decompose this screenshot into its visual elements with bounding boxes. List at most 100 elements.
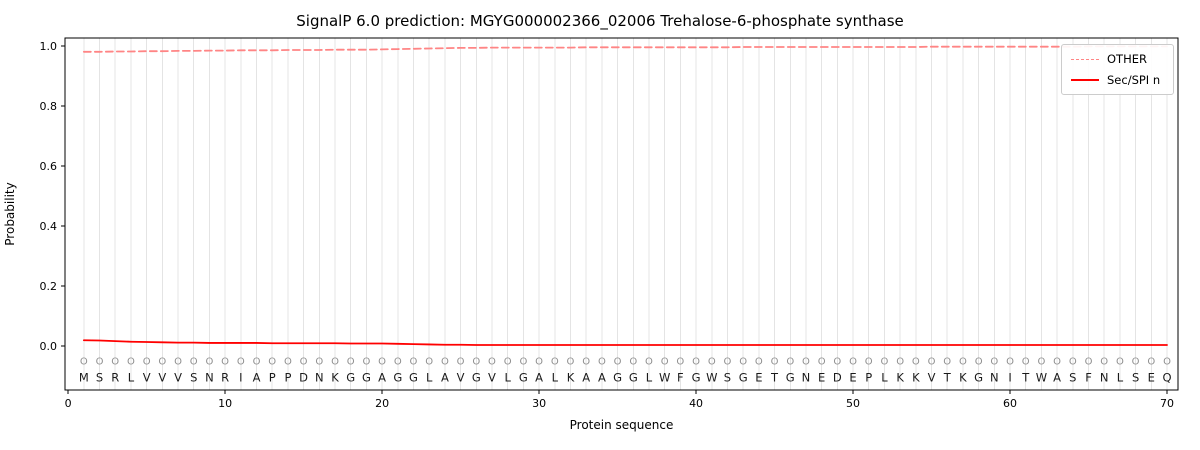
svg-text:N: N	[1100, 370, 1109, 384]
svg-text:K: K	[959, 370, 967, 384]
svg-text:T: T	[770, 370, 779, 384]
svg-text:N: N	[315, 370, 324, 384]
svg-text:G: G	[393, 370, 402, 384]
svg-text:O: O	[975, 356, 983, 367]
svg-text:O: O	[1037, 356, 1045, 367]
svg-text:O: O	[315, 356, 323, 367]
svg-text:G: G	[613, 370, 622, 384]
svg-text:N: N	[205, 370, 214, 384]
svg-text:O: O	[221, 356, 229, 367]
svg-text:0.8: 0.8	[40, 100, 58, 113]
svg-text:E: E	[1148, 370, 1155, 384]
series-sec-spi-line	[82, 339, 1168, 346]
svg-text:A: A	[253, 370, 261, 384]
legend-item-sec-spi: Sec/SPI n	[1071, 73, 1163, 87]
svg-text:S: S	[1069, 370, 1076, 384]
svg-text:P: P	[865, 370, 872, 384]
svg-text:S: S	[190, 370, 197, 384]
svg-text:T: T	[1021, 370, 1030, 384]
svg-text:G: G	[346, 370, 355, 384]
svg-text:K: K	[912, 370, 920, 384]
svg-text:O: O	[551, 356, 559, 367]
svg-text:A: A	[441, 370, 449, 384]
y-axis-label: Probability	[3, 182, 17, 246]
svg-text:O: O	[1100, 356, 1108, 367]
series-other-line	[82, 45, 1168, 53]
svg-text:V: V	[158, 370, 166, 384]
svg-text:V: V	[143, 370, 151, 384]
svg-text:V: V	[174, 370, 182, 384]
svg-text:K: K	[331, 370, 339, 384]
svg-text:O: O	[1163, 356, 1171, 367]
svg-text:D: D	[299, 370, 308, 384]
svg-text:O: O	[1085, 356, 1093, 367]
svg-text:W: W	[659, 370, 670, 384]
svg-text:O: O	[755, 356, 763, 367]
svg-text:O: O	[818, 356, 826, 367]
svg-text:20: 20	[375, 397, 389, 410]
svg-text:O: O	[692, 356, 700, 367]
svg-text:O: O	[425, 356, 433, 367]
svg-text:A: A	[535, 370, 543, 384]
svg-text:G: G	[739, 370, 748, 384]
svg-text:O: O	[519, 356, 527, 367]
svg-text:L: L	[128, 370, 135, 384]
svg-text:O: O	[990, 356, 998, 367]
svg-text:A: A	[598, 370, 606, 384]
svg-text:R: R	[111, 370, 119, 384]
svg-text:O: O	[724, 356, 732, 367]
svg-text:I: I	[1008, 370, 1011, 384]
plot-frame	[64, 37, 1179, 391]
svg-text:S: S	[724, 370, 731, 384]
svg-text:O: O	[849, 356, 857, 367]
svg-text:V: V	[488, 370, 496, 384]
svg-text:O: O	[802, 356, 810, 367]
svg-text:I: I	[239, 370, 242, 384]
svg-text:W: W	[1036, 370, 1047, 384]
svg-text:O: O	[567, 356, 575, 367]
svg-text:O: O	[629, 356, 637, 367]
svg-text:O: O	[771, 356, 779, 367]
sec-spi-line-sample-icon	[1071, 79, 1099, 81]
x-axis-ticks: 0 10 20 30 40 50 60 70	[65, 390, 1174, 410]
svg-text:L: L	[646, 370, 653, 384]
svg-text:Q: Q	[1162, 370, 1171, 384]
svg-text:O: O	[472, 356, 480, 367]
x-axis-label: Protein sequence	[569, 418, 674, 432]
svg-text:O: O	[614, 356, 622, 367]
svg-text:O: O	[80, 356, 88, 367]
svg-text:0.0: 0.0	[40, 340, 58, 353]
legend-label-sec-spi: Sec/SPI n	[1107, 73, 1161, 87]
svg-text:O: O	[896, 356, 904, 367]
svg-text:30: 30	[532, 397, 546, 410]
svg-text:O: O	[708, 356, 716, 367]
svg-text:G: G	[629, 370, 638, 384]
svg-text:N: N	[990, 370, 999, 384]
svg-text:V: V	[457, 370, 465, 384]
svg-text:O: O	[300, 356, 308, 367]
svg-text:O: O	[268, 356, 276, 367]
svg-text:F: F	[1085, 370, 1092, 384]
y-axis-ticks: 0.0 0.2 0.4 0.6 0.8 1.0	[40, 40, 65, 353]
svg-text:O: O	[347, 356, 355, 367]
svg-text:S: S	[96, 370, 103, 384]
svg-text:N: N	[802, 370, 811, 384]
svg-text:S: S	[1132, 370, 1139, 384]
svg-text:D: D	[833, 370, 842, 384]
svg-text:O: O	[253, 356, 261, 367]
svg-text:O: O	[441, 356, 449, 367]
svg-text:O: O	[205, 356, 213, 367]
svg-text:O: O	[394, 356, 402, 367]
svg-text:O: O	[378, 356, 386, 367]
svg-text:10: 10	[218, 397, 232, 410]
svg-text:O: O	[959, 356, 967, 367]
svg-text:O: O	[598, 356, 606, 367]
svg-text:O: O	[676, 356, 684, 367]
svg-text:O: O	[174, 356, 182, 367]
svg-text:O: O	[158, 356, 166, 367]
svg-text:O: O	[1053, 356, 1061, 367]
svg-text:1.0: 1.0	[40, 40, 58, 53]
svg-text:A: A	[582, 370, 590, 384]
